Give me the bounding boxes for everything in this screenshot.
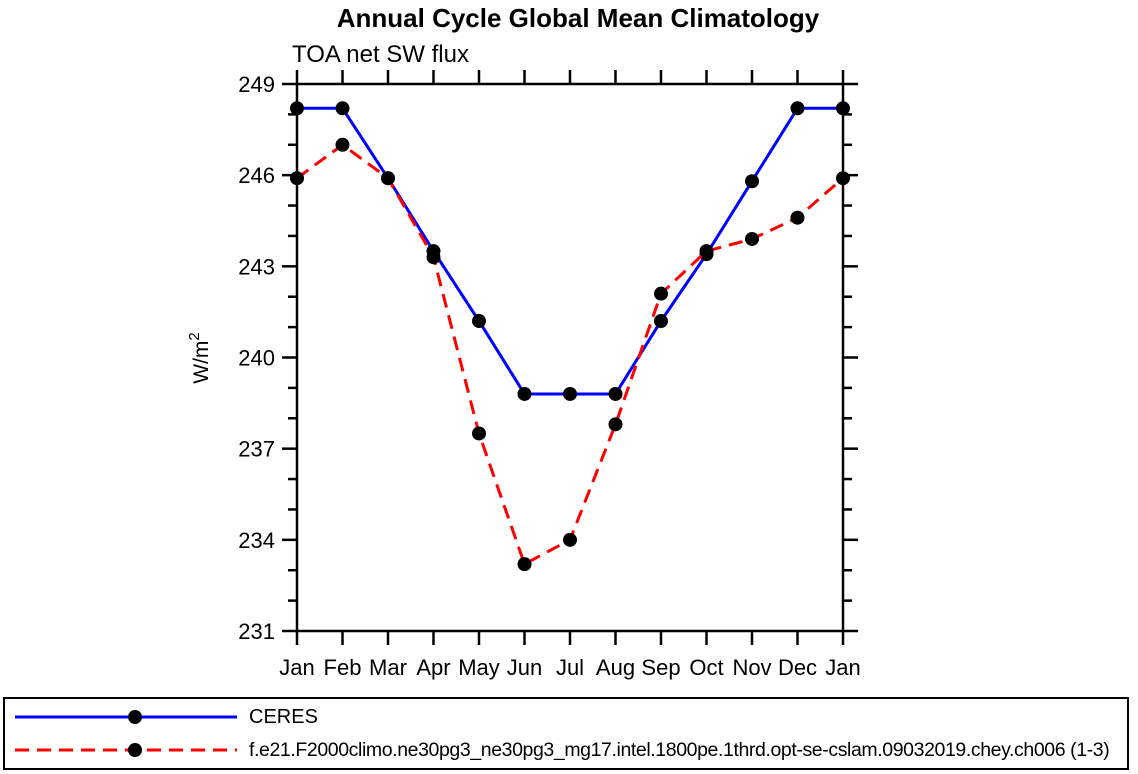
y-tick-label: 231 [238, 619, 275, 644]
x-tick-label: Jun [507, 655, 542, 680]
chart-subtitle: TOA net SW flux [292, 41, 469, 68]
x-tick-label: Mar [369, 655, 407, 680]
x-tick-label: Feb [324, 655, 362, 680]
ceres-data-point [472, 314, 486, 329]
ceres-data-point [608, 386, 623, 401]
y-tick-label: 240 [238, 346, 275, 371]
y-tick-label: 246 [238, 163, 275, 188]
legend-entry-ceres: CERES [9, 701, 1127, 734]
ceres-data-point [335, 101, 350, 116]
ceres-data-point [790, 101, 805, 116]
data-series [290, 101, 850, 572]
axes: Jan Feb Mar Apr May Jun Jul Aug Sep Oct Nov Dec Jan2… [238, 70, 861, 680]
model-data-point [745, 231, 759, 246]
x-tick-label: Nov [732, 655, 771, 680]
y-tick-label: 234 [238, 528, 275, 553]
model-data-point [290, 171, 304, 186]
model-data-point [517, 557, 532, 572]
model-legend-swatch-icon [15, 743, 237, 757]
model-data-point [654, 286, 668, 301]
ceres-data-point [517, 386, 532, 401]
chart-title: Annual Cycle Global Mean Climatology [337, 3, 820, 33]
ceres-legend-swatch-icon [15, 710, 237, 724]
ceres-data-point [290, 101, 304, 116]
x-tick-label: Sep [641, 655, 680, 680]
model-data-point [699, 244, 714, 259]
legend-entry-model: f.e21.F2000climo.ne30pg3_ne30pg3_mg17.in… [9, 734, 1127, 767]
model-data-point [426, 250, 441, 265]
y-tick-label: 243 [238, 254, 275, 279]
model-data-point [563, 532, 577, 547]
model-data-point [836, 171, 850, 186]
ceres-data-point [836, 101, 850, 116]
legend-label-ceres: CERES [249, 705, 318, 728]
y-axis-label-base: W/m [190, 341, 213, 384]
y-tick-label: 237 [238, 437, 275, 462]
ceres-data-point [654, 314, 668, 329]
model-data-point [472, 426, 486, 441]
model-data-point [608, 417, 623, 432]
x-tick-label: Jan [825, 655, 860, 680]
model-data-point [790, 210, 805, 225]
legend-label-model: f.e21.F2000climo.ne30pg3_ne30pg3_mg17.in… [249, 738, 1110, 761]
y-axis-label-superscript: 2 [186, 332, 203, 340]
x-tick-label: Dec [778, 655, 817, 680]
legend-box: CERES f.e21.F2000climo.ne30pg3_ne30pg3_m… [3, 697, 1129, 770]
ceres-data-point [745, 174, 759, 189]
model-data-point [335, 137, 350, 152]
y-tick-label: 249 [238, 72, 275, 97]
y-axis-label: W/m2 [186, 332, 213, 384]
model-line [296, 142, 844, 567]
x-tick-label: Jan [279, 655, 314, 680]
x-tick-label: Aug [596, 655, 635, 680]
x-tick-label: May [458, 655, 500, 680]
ceres-data-point [563, 386, 577, 401]
model-data-point [381, 171, 395, 186]
x-tick-label: Apr [416, 655, 450, 680]
x-tick-label: Jul [556, 655, 584, 680]
annual-cycle-plot: Annual Cycle Global Mean Climatology TOA… [186, 3, 861, 680]
x-tick-label: Oct [689, 655, 723, 680]
ceres-line [297, 106, 843, 396]
